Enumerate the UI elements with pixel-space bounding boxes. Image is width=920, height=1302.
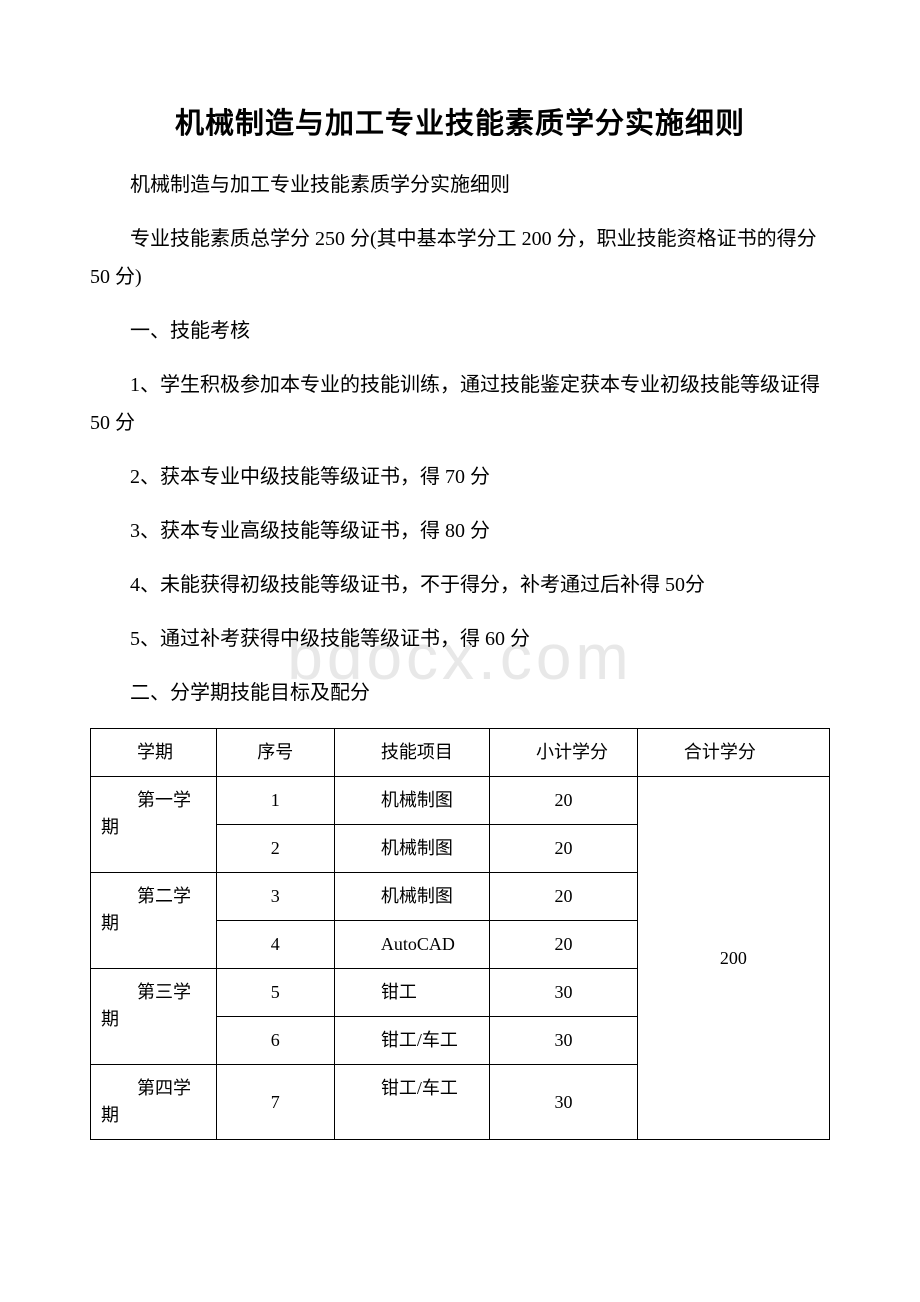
cell-item: 机械制图 — [334, 873, 489, 921]
cell-semester: 第一学期 — [91, 777, 217, 873]
th-seq: 序号 — [216, 729, 334, 777]
cell-total: 200 — [637, 777, 829, 1140]
s1-item1: 1、学生积极参加本专业的技能训练，通过技能鉴定获本专业初级技能等级证得 50 分 — [90, 366, 830, 442]
cell-sub: 20 — [490, 825, 638, 873]
table-row: 第一学期 1 机械制图 20 200 — [91, 777, 830, 825]
cell-sub: 20 — [490, 777, 638, 825]
cell-seq: 4 — [216, 921, 334, 969]
cell-seq: 7 — [216, 1065, 334, 1140]
section1-heading: 一、技能考核 — [90, 312, 830, 350]
subtitle-paragraph: 机械制造与加工专业技能素质学分实施细则 — [90, 166, 830, 204]
th-semester: 学期 — [91, 729, 217, 777]
cell-seq: 1 — [216, 777, 334, 825]
intro-paragraph: 专业技能素质总学分 250 分(其中基本学分工 200 分，职业技能资格证书的得… — [90, 220, 830, 296]
document-content: 机械制造与加工专业技能素质学分实施细则 机械制造与加工专业技能素质学分实施细则 … — [90, 100, 830, 1140]
cell-semester: 第四学期 — [91, 1065, 217, 1140]
cell-sub: 20 — [490, 921, 638, 969]
cell-sub: 30 — [490, 969, 638, 1017]
s1-item5: 5、通过补考获得中级技能等级证书，得 60 分 — [90, 620, 830, 658]
cell-item: 钳工/车工 — [334, 1065, 489, 1140]
table-header-row: 学期 序号 技能项目 小计学分 合计学分 — [91, 729, 830, 777]
credits-table: 学期 序号 技能项目 小计学分 合计学分 第一学期 1 机械制图 20 200 … — [90, 728, 830, 1140]
page-title: 机械制造与加工专业技能素质学分实施细则 — [90, 100, 830, 142]
cell-semester: 第二学期 — [91, 873, 217, 969]
cell-seq: 6 — [216, 1017, 334, 1065]
section2-heading: 二、分学期技能目标及配分 — [90, 674, 830, 712]
th-item: 技能项目 — [334, 729, 489, 777]
s1-item2: 2、获本专业中级技能等级证书，得 70 分 — [90, 458, 830, 496]
cell-item: 机械制图 — [334, 825, 489, 873]
s1-item3: 3、获本专业高级技能等级证书，得 80 分 — [90, 512, 830, 550]
cell-seq: 3 — [216, 873, 334, 921]
cell-item: 钳工/车工 — [334, 1017, 489, 1065]
cell-item: AutoCAD — [334, 921, 489, 969]
cell-sub: 30 — [490, 1017, 638, 1065]
cell-seq: 2 — [216, 825, 334, 873]
cell-sub: 20 — [490, 873, 638, 921]
s1-item4: 4、未能获得初级技能等级证书，不于得分，补考通过后补得 50分 — [90, 566, 830, 604]
cell-seq: 5 — [216, 969, 334, 1017]
cell-item: 机械制图 — [334, 777, 489, 825]
cell-semester: 第三学期 — [91, 969, 217, 1065]
cell-item: 钳工 — [334, 969, 489, 1017]
th-total: 合计学分 — [637, 729, 829, 777]
th-subtotal: 小计学分 — [490, 729, 638, 777]
cell-sub: 30 — [490, 1065, 638, 1140]
